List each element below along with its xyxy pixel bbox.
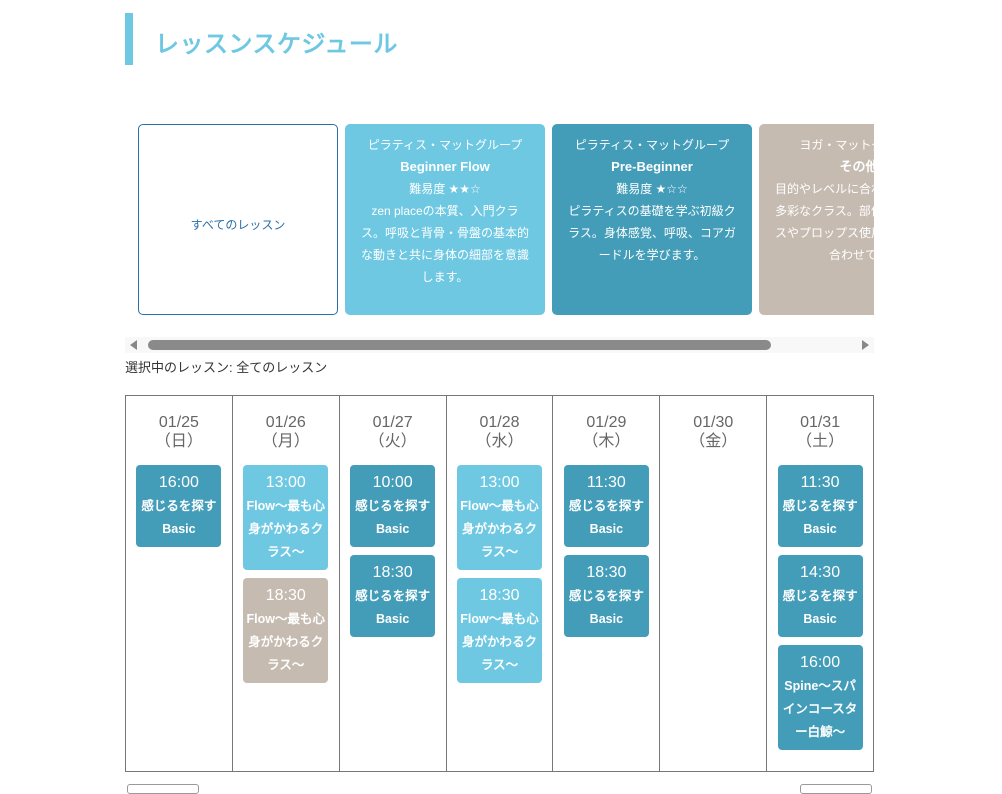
lesson-description: zen placeの本質、入門クラス。呼吸と背骨・骨盤の基本的な動きと共に身体の… bbox=[361, 204, 530, 284]
event-name: 感じるを探すBasic bbox=[568, 589, 644, 626]
lesson-event[interactable]: 13:00 Flow～最も心身がかわるクラス～ bbox=[243, 465, 329, 570]
scroll-right-arrow-icon[interactable] bbox=[862, 340, 869, 350]
lesson-name: Beginner Flow bbox=[400, 159, 490, 174]
day-of-week: （日） bbox=[154, 433, 203, 450]
event-time: 16:00 bbox=[158, 474, 199, 491]
page-title: レッスンスケジュール bbox=[155, 31, 398, 58]
lesson-event[interactable]: 10:00 感じるを探すBasic bbox=[350, 465, 436, 547]
day-date: 01/27 bbox=[372, 414, 413, 431]
lesson-card-carousel: すべてのレッスン ピラティス・マットグループ Beginner Flow 難易度 ★★… bbox=[138, 124, 874, 315]
lesson-event[interactable]: 16:00 Spine～スパインコースター白鯨～ bbox=[777, 645, 863, 750]
day-column: 01/31 （土） 11:30 感じるを探すBasic 14:30 感じるを探すBasic… bbox=[767, 396, 873, 771]
event-time: 13:00 bbox=[265, 474, 306, 491]
event-name: Spine～スパインコースター白鯨～ bbox=[782, 679, 858, 739]
day-column: 01/29 （木） 11:30 感じるを探すBasic 18:30 感じるを探すBasic bbox=[553, 396, 661, 771]
day-of-week: （火） bbox=[368, 433, 417, 450]
event-name: Flow～最も心身がかわるクラス～ bbox=[246, 499, 326, 559]
lesson-event[interactable]: 18:30 感じるを探すBasic bbox=[350, 555, 436, 637]
scrollbar-thumb[interactable] bbox=[148, 340, 771, 350]
day-events: 16:00 感じるを探すBasic bbox=[126, 465, 232, 547]
event-time: 11:30 bbox=[800, 474, 840, 491]
event-time: 14:30 bbox=[800, 564, 841, 581]
lesson-group: ヨガ・マットグループ bbox=[799, 138, 874, 152]
title-accent-bar bbox=[125, 13, 133, 65]
event-name: Flow～最も心身がかわるクラス～ bbox=[460, 499, 539, 559]
day-date: 01/25 bbox=[158, 414, 199, 431]
day-of-week: （木） bbox=[582, 433, 631, 450]
day-of-week: （金） bbox=[689, 433, 738, 450]
selected-lesson-text: 選択中のレッスン: 全てのレッスン bbox=[125, 360, 328, 375]
lesson-name: Pre-Beginner bbox=[611, 159, 693, 174]
lesson-card[interactable]: すべてのレッスン bbox=[138, 124, 338, 315]
event-time: 10:00 bbox=[372, 474, 413, 491]
lesson-card[interactable]: ヨガ・マットグループその他目的やレベルに合わせて選べる多彩なクラス。部位にフォー… bbox=[759, 124, 874, 315]
event-name: 感じるを探すBasic bbox=[568, 499, 644, 536]
event-time: 11:30 bbox=[586, 474, 626, 491]
lesson-event[interactable]: 11:30 感じるを探すBasic bbox=[563, 465, 649, 547]
day-header: 01/30 （金） bbox=[660, 413, 766, 451]
event-time: 16:00 bbox=[800, 654, 841, 671]
day-column: 01/30 （金） bbox=[660, 396, 768, 771]
event-name: 感じるを探すBasic bbox=[355, 589, 431, 626]
lesson-difficulty: 難易度 ★★☆ bbox=[409, 182, 481, 196]
day-header: 01/31 （土） bbox=[767, 413, 873, 451]
lesson-event[interactable]: 18:30 Flow～最も心身がかわるクラス～ bbox=[457, 578, 542, 683]
lesson-card-label: すべてのレッスン bbox=[190, 217, 286, 232]
event-name: 感じるを探すBasic bbox=[782, 499, 858, 536]
lesson-event[interactable]: 11:30 感じるを探すBasic bbox=[777, 465, 863, 547]
event-name: 感じるを探すBasic bbox=[141, 499, 217, 536]
day-column: 01/28 （水） 13:00 Flow～最も心身がかわるクラス～ 18:30 Flow～… bbox=[447, 396, 554, 771]
event-time: 13:00 bbox=[479, 474, 520, 491]
day-events: 11:30 感じるを探すBasic 14:30 感じるを探すBasic 16:00 Spi… bbox=[767, 465, 873, 750]
lesson-event[interactable]: 16:00 感じるを探すBasic bbox=[136, 465, 222, 547]
day-events: 13:00 Flow～最も心身がかわるクラス～ 18:30 Flow～最も心身がかわる… bbox=[447, 465, 553, 683]
lesson-event[interactable]: 18:30 Flow～最も心身がかわるクラス～ bbox=[243, 578, 329, 683]
lesson-card[interactable]: ピラティス・マットグループ Beginner Flow 難易度 ★★☆ zen pla… bbox=[345, 124, 545, 315]
day-column: 01/26 （月） 13:00 Flow～最も心身がかわるクラス～ 18:30 Flow～… bbox=[233, 396, 340, 771]
day-header: 01/26 （月） bbox=[233, 413, 339, 451]
day-header: 01/28 （水） bbox=[447, 413, 553, 451]
event-name: Flow～最も心身がかわるクラス～ bbox=[246, 612, 326, 672]
lesson-description: 目的やレベルに合わせて選べる多彩なクラス。部位にフォーカスやプロップス使用など興… bbox=[775, 182, 874, 262]
event-time: 18:30 bbox=[372, 564, 413, 581]
lesson-group: ピラティス・マットグループ bbox=[574, 138, 730, 152]
scroll-left-arrow-icon[interactable] bbox=[130, 340, 137, 350]
lesson-group: ピラティス・マットグループ bbox=[367, 138, 523, 152]
day-events: 11:30 感じるを探すBasic 18:30 感じるを探すBasic bbox=[553, 465, 659, 637]
lesson-event[interactable]: 13:00 Flow～最も心身がかわるクラス～ bbox=[457, 465, 542, 570]
event-time: 18:30 bbox=[265, 587, 306, 604]
day-of-week: （水） bbox=[475, 433, 524, 450]
day-column: 01/25 （日） 16:00 感じるを探すBasic bbox=[126, 396, 233, 771]
event-name: Flow～最も心身がかわるクラス～ bbox=[460, 612, 539, 672]
day-events: 10:00 感じるを探すBasic 18:30 感じるを探すBasic bbox=[340, 465, 446, 637]
lesson-description: ピラティスの基礎を学ぶ初級クラス。身体感覚、呼吸、コアガードルを学びます。 bbox=[568, 204, 736, 262]
day-date: 01/28 bbox=[479, 414, 520, 431]
day-date: 01/26 bbox=[265, 414, 306, 431]
event-time: 18:30 bbox=[586, 564, 627, 581]
day-events: 13:00 Flow～最も心身がかわるクラス～ 18:30 Flow～最も心身がかわる… bbox=[233, 465, 339, 683]
lesson-difficulty: 難易度 ★☆☆ bbox=[616, 182, 688, 196]
event-time: 18:30 bbox=[479, 587, 520, 604]
day-column: 01/27 （火） 10:00 感じるを探すBasic 18:30 感じるを探すBasic bbox=[340, 396, 447, 771]
day-date: 01/29 bbox=[586, 414, 627, 431]
day-date: 01/30 bbox=[693, 414, 734, 431]
day-header: 01/27 （火） bbox=[340, 413, 446, 451]
day-header: 01/25 （日） bbox=[126, 413, 232, 451]
event-name: 感じるを探すBasic bbox=[355, 499, 431, 536]
day-of-week: （月） bbox=[261, 433, 310, 450]
day-header: 01/29 （木） bbox=[553, 413, 659, 451]
day-date: 01/31 bbox=[800, 414, 841, 431]
schedule-table: 01/25 （日） 16:00 感じるを探すBasic 01/26 （月） 13:00 Flo… bbox=[125, 395, 874, 772]
carousel-scrollbar[interactable] bbox=[125, 337, 874, 353]
lesson-name: その他 bbox=[839, 159, 874, 174]
lesson-event[interactable]: 18:30 感じるを探すBasic bbox=[563, 555, 649, 637]
event-name: 感じるを探すBasic bbox=[782, 589, 858, 626]
lesson-event[interactable]: 14:30 感じるを探すBasic bbox=[777, 555, 863, 637]
day-of-week: （土） bbox=[796, 433, 845, 450]
lesson-card[interactable]: ピラティス・マットグループ Pre-Beginner 難易度 ★☆☆ ピラティスの基礎… bbox=[552, 124, 752, 315]
